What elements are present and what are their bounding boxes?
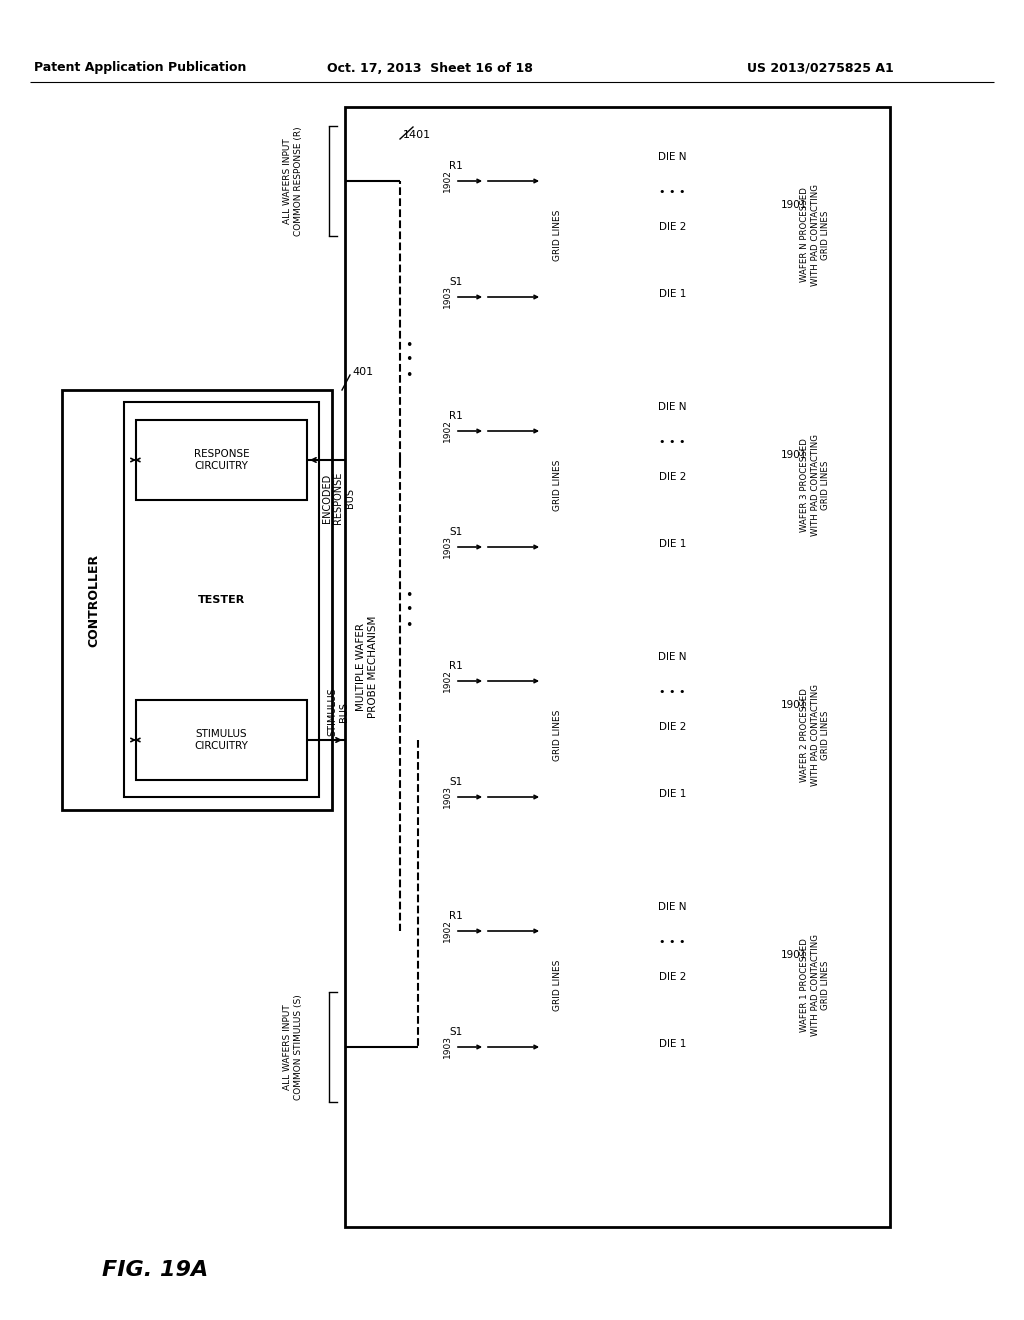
Text: ALL WAFERS INPUT
COMMON STIMULUS (S): ALL WAFERS INPUT COMMON STIMULUS (S) — [284, 994, 303, 1100]
Text: STIMULUS
BUS: STIMULUS BUS — [328, 688, 349, 737]
Text: RESPONSE
CIRCUITRY: RESPONSE CIRCUITRY — [194, 449, 249, 471]
Text: 1902: 1902 — [442, 169, 452, 193]
Text: • • •: • • • — [659, 686, 686, 697]
Text: GRID LINES: GRID LINES — [553, 709, 561, 760]
Text: FIG. 19A: FIG. 19A — [101, 1261, 208, 1280]
Bar — [540, 129, 765, 341]
Bar — [630, 958, 715, 997]
Text: R1: R1 — [450, 411, 463, 421]
Bar — [630, 275, 715, 313]
Text: WAFER 3 PROCESSED
WITH PAD CONTACTING
GRID LINES: WAFER 3 PROCESSED WITH PAD CONTACTING GR… — [800, 434, 829, 536]
Bar — [630, 708, 715, 746]
Text: S1: S1 — [450, 1027, 463, 1038]
Text: WAFER 1 PROCESSED
WITH PAD CONTACTING
GRID LINES: WAFER 1 PROCESSED WITH PAD CONTACTING GR… — [800, 935, 829, 1036]
Text: WAFER 2 PROCESSED
WITH PAD CONTACTING
GRID LINES: WAFER 2 PROCESSED WITH PAD CONTACTING GR… — [800, 684, 829, 785]
Text: TESTER: TESTER — [198, 595, 245, 605]
Bar — [136, 700, 307, 780]
Text: • • •: • • • — [659, 937, 686, 946]
Text: 1903: 1903 — [442, 536, 452, 558]
Text: 1902: 1902 — [442, 669, 452, 693]
Text: 1901: 1901 — [781, 450, 807, 459]
Bar — [455, 539, 485, 556]
Text: R1: R1 — [450, 161, 463, 172]
Bar — [630, 458, 715, 496]
Text: S1: S1 — [450, 527, 463, 537]
Text: 1901: 1901 — [781, 700, 807, 710]
Text: • • •: • • • — [659, 187, 686, 197]
Text: 401: 401 — [352, 367, 373, 378]
Bar — [630, 638, 715, 676]
Bar — [345, 107, 890, 1228]
Bar — [630, 888, 715, 927]
Text: 1902: 1902 — [442, 920, 452, 942]
Bar — [630, 139, 715, 176]
Text: DIE 1: DIE 1 — [658, 789, 686, 799]
Text: 1903: 1903 — [442, 1035, 452, 1059]
Text: • • •: • • • — [659, 437, 686, 447]
Bar — [630, 525, 715, 564]
Text: 1903: 1903 — [442, 285, 452, 309]
Text: GRID LINES: GRID LINES — [553, 459, 561, 511]
Bar — [124, 403, 319, 797]
Text: DIE 2: DIE 2 — [658, 722, 686, 733]
Bar — [455, 288, 485, 306]
Text: S1: S1 — [450, 777, 463, 787]
Bar — [540, 880, 765, 1090]
Text: •
•
•: • • • — [406, 589, 413, 631]
Bar — [630, 388, 715, 426]
Text: US 2013/0275825 A1: US 2013/0275825 A1 — [746, 62, 893, 74]
Text: STIMULUS
CIRCUITRY: STIMULUS CIRCUITRY — [195, 729, 249, 751]
Text: DIE N: DIE N — [658, 152, 687, 162]
Text: 1901: 1901 — [781, 201, 807, 210]
Bar — [455, 921, 485, 940]
Text: ALL WAFERS INPUT
COMMON RESPONSE (R): ALL WAFERS INPUT COMMON RESPONSE (R) — [284, 127, 303, 236]
Text: WAFER N PROCESSED
WITH PAD CONTACTING
GRID LINES: WAFER N PROCESSED WITH PAD CONTACTING GR… — [800, 183, 829, 286]
Bar — [455, 672, 485, 690]
Bar — [630, 1026, 715, 1063]
Bar — [455, 788, 485, 807]
Text: DIE 1: DIE 1 — [658, 289, 686, 300]
Text: R1: R1 — [450, 911, 463, 921]
Text: 1401: 1401 — [403, 129, 431, 140]
Text: 1903: 1903 — [442, 785, 452, 808]
Text: CONTROLLER: CONTROLLER — [87, 553, 100, 647]
Text: Patent Application Publication: Patent Application Publication — [34, 62, 246, 74]
Text: Oct. 17, 2013  Sheet 16 of 18: Oct. 17, 2013 Sheet 16 of 18 — [327, 62, 532, 74]
Text: 1902: 1902 — [442, 420, 452, 442]
Bar — [455, 1038, 485, 1056]
Text: GRID LINES: GRID LINES — [553, 210, 561, 260]
Text: DIE 2: DIE 2 — [658, 972, 686, 982]
Bar — [540, 380, 765, 590]
Bar — [455, 422, 485, 440]
Bar — [455, 172, 485, 190]
Text: ENCODED
RESPONSE
BUS: ENCODED RESPONSE BUS — [322, 471, 355, 524]
Bar — [62, 389, 332, 810]
Bar — [630, 209, 715, 246]
Bar — [630, 775, 715, 813]
Text: R1: R1 — [450, 661, 463, 671]
Text: DIE 1: DIE 1 — [658, 1039, 686, 1049]
Text: 1901: 1901 — [781, 950, 807, 960]
Text: DIE N: DIE N — [658, 403, 687, 412]
Text: MULTIPLE WAFER
PROBE MECHANISM: MULTIPLE WAFER PROBE MECHANISM — [356, 616, 378, 718]
Text: DIE 1: DIE 1 — [658, 539, 686, 549]
Text: GRID LINES: GRID LINES — [553, 960, 561, 1011]
Text: •
•
•: • • • — [406, 338, 413, 381]
Bar — [540, 630, 765, 840]
Text: DIE 2: DIE 2 — [658, 222, 686, 232]
Text: DIE N: DIE N — [658, 902, 687, 912]
Bar — [136, 420, 307, 500]
Text: DIE N: DIE N — [658, 652, 687, 663]
Text: S1: S1 — [450, 277, 463, 286]
Text: DIE 2: DIE 2 — [658, 473, 686, 482]
